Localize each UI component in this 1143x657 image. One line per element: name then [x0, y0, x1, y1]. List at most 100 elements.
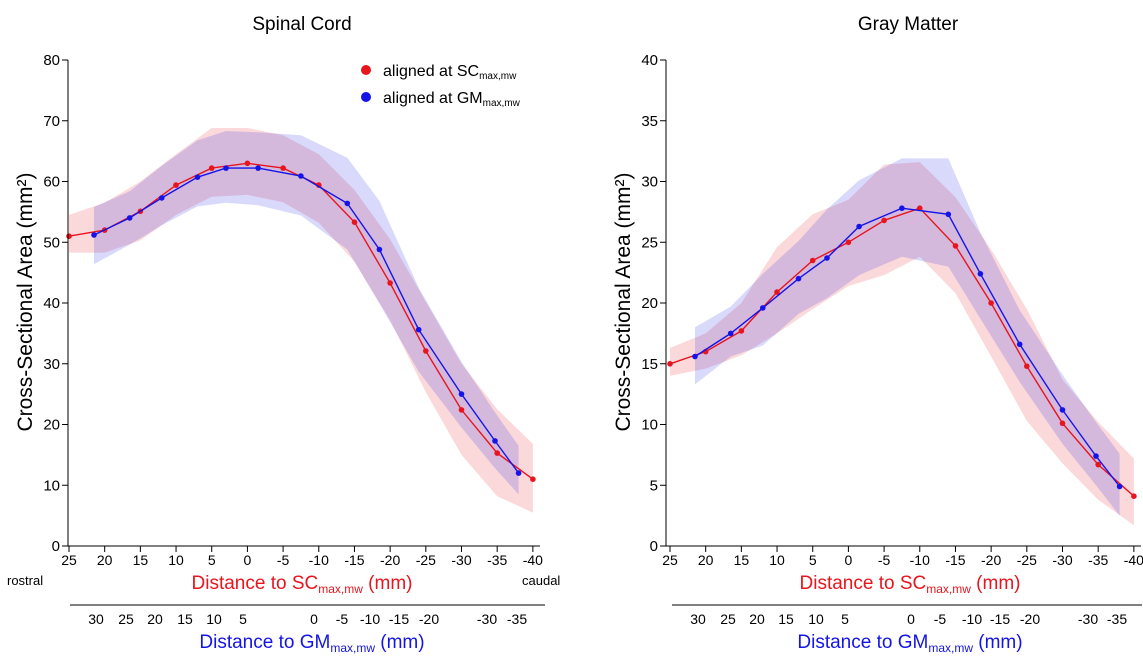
- x-axis-label-bottom-sub: max,mw: [928, 641, 973, 655]
- x-tick-label-bottom: -5: [336, 611, 349, 627]
- legend-label-sc-main: aligned at SC: [383, 63, 479, 80]
- x-tick-label-bottom: -20: [419, 611, 439, 627]
- data-point: [458, 407, 465, 413]
- y-tick-label: 40: [641, 52, 658, 69]
- x-axis-label-bottom-unit: (mm): [375, 632, 425, 653]
- x-tick-label-top: 15: [133, 552, 149, 568]
- legend: aligned at SCmax,mw aligned at GMmax,mw: [361, 63, 521, 109]
- x-tick-label-top: -25: [1017, 552, 1037, 568]
- data-point: [692, 353, 698, 360]
- data-point: [856, 223, 862, 230]
- data-point: [824, 255, 830, 261]
- data-point: [298, 173, 304, 179]
- x-axis-label-top-main: Distance to SC: [800, 573, 927, 594]
- x-tick-label-top: -35: [487, 552, 507, 568]
- y-tick-label: 30: [43, 356, 60, 373]
- chart-title: Spinal Cord: [252, 14, 351, 35]
- confidence-band: [94, 131, 519, 495]
- data-point: [1016, 341, 1023, 348]
- y-tick-label: 50: [43, 234, 60, 251]
- data-point: [530, 476, 536, 483]
- x-tick-label-top: 20: [97, 552, 113, 568]
- y-tick-label: 35: [641, 113, 658, 130]
- x-axis-label-top: Distance to SCmax,mw (mm): [192, 573, 413, 596]
- data-point: [774, 289, 780, 295]
- x-tick-label-top: 10: [168, 552, 184, 568]
- x-tick-label-top: 25: [662, 552, 678, 568]
- x-tick-label-top: 0: [244, 552, 252, 568]
- data-point: [917, 205, 923, 211]
- x-tick-label-bottom: -35: [507, 611, 527, 627]
- data-point: [809, 257, 816, 264]
- x-tick-label-bottom: 15: [177, 611, 193, 627]
- x-tick-label-bottom: 5: [841, 611, 849, 627]
- data-point: [845, 239, 852, 246]
- data-point: [881, 217, 887, 224]
- y-tick-label: 20: [641, 295, 658, 312]
- x-tick-label-bottom: -20: [1020, 611, 1040, 627]
- x-tick-label-top: -30: [451, 552, 471, 568]
- data-point: [423, 348, 429, 354]
- x-tick-label-top: 5: [208, 552, 216, 568]
- data-point: [492, 438, 498, 444]
- y-tick-label: 15: [641, 356, 658, 373]
- series-line: [669, 207, 1135, 497]
- data-point: [458, 391, 465, 397]
- y-tick-label: 10: [43, 477, 60, 494]
- x-tick-label-top: 5: [809, 552, 817, 568]
- x-tick-label-bottom: -30: [1078, 611, 1098, 627]
- data-point: [988, 300, 994, 306]
- data-point: [91, 232, 97, 238]
- chart-title: Gray Matter: [858, 14, 959, 35]
- x-axis-label-bottom-unit: (mm): [973, 632, 1023, 653]
- chart-spinal-cord: Spinal Cord Cross-Sectional Area (mm²) 0…: [7, 14, 560, 655]
- x-tick-label-top: -20: [981, 552, 1001, 568]
- y-tick-label: 40: [43, 295, 60, 312]
- x-tick-label-bottom: 0: [907, 611, 915, 627]
- x-tick-label-top: 25: [61, 552, 77, 568]
- x-axis-label-bottom-main: Distance to GM: [199, 632, 330, 653]
- data-point: [173, 182, 179, 188]
- x-tick-label-top: -10: [910, 552, 930, 568]
- y-axis-label: Cross-Sectional Area (mm²): [612, 172, 635, 431]
- x-tick-label-bottom: -30: [477, 611, 497, 627]
- x-axis-label-bottom-sub: max,mw: [330, 641, 375, 655]
- plot-area: 0 5 10 15 20 25 30 35 40 25 20 15 10 5 0 -5 -10 -15 -20 -25…: [641, 52, 1143, 627]
- data-point: [667, 361, 673, 367]
- data-point: [494, 450, 501, 456]
- x-tick-label-top: -40: [523, 552, 543, 568]
- x-tick-label-bottom: -15: [990, 611, 1010, 627]
- legend-label-gm-sub: max,mw: [483, 98, 521, 109]
- y-tick-label: 30: [641, 174, 658, 191]
- x-axis-label-top-unit: (mm): [363, 573, 413, 594]
- y-tick-label: 20: [43, 417, 60, 434]
- data-point: [760, 305, 766, 311]
- y-tick-label: 60: [43, 174, 60, 191]
- data-point: [255, 165, 261, 171]
- data-point: [208, 165, 215, 171]
- x-tick-label-top: 15: [734, 552, 750, 568]
- x-tick-label-top: -15: [945, 552, 965, 568]
- x-tick-label-bottom: 20: [749, 611, 765, 627]
- data-point: [344, 200, 351, 207]
- x-tick-label-bottom: -5: [934, 611, 947, 627]
- x-tick-label-bottom: 20: [147, 611, 163, 627]
- x-tick-label-bottom: 25: [118, 611, 134, 627]
- x-tick-label-top: -20: [380, 552, 400, 568]
- x-tick-label-bottom: 10: [808, 611, 824, 627]
- data-point: [280, 165, 286, 171]
- x-axis-label-top-sub: max,mw: [318, 582, 363, 596]
- x-axis-label-bottom: Distance to GMmax,mw (mm): [797, 632, 1022, 655]
- x-tick-label-bottom: -10: [360, 611, 380, 627]
- x-tick-label-bottom: -10: [962, 611, 982, 627]
- x-tick-label-top: 10: [769, 552, 785, 568]
- x-tick-label-top: 20: [698, 552, 714, 568]
- y-tick-label: 80: [43, 52, 60, 69]
- x-tick-label-top: -5: [878, 552, 891, 568]
- confidence-band: [670, 162, 1134, 526]
- y-tick-label: 0: [52, 538, 60, 555]
- x-tick-label-bottom: 5: [239, 611, 247, 627]
- chart-gray-matter: Gray Matter Cross-Sectional Area (mm²) 0…: [612, 14, 1143, 655]
